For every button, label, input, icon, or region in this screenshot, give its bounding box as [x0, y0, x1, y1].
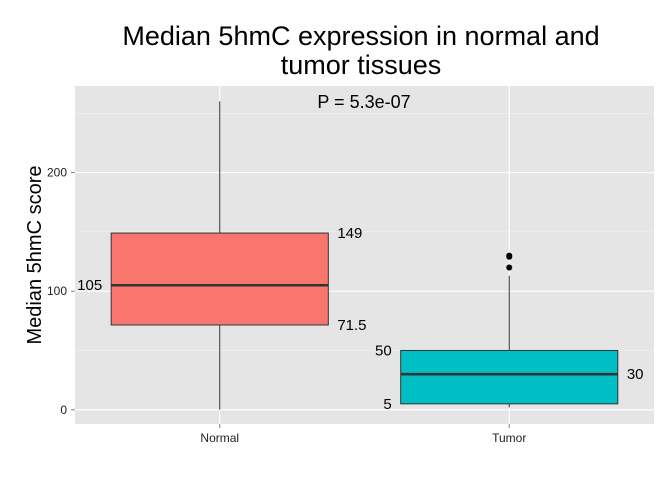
value-label: 105: [77, 277, 102, 294]
box-normal: [110, 101, 329, 410]
y-tick-label: 100: [47, 284, 67, 298]
box-series: [110, 101, 619, 410]
x-tick-label: Normal: [200, 431, 239, 445]
box-iqr: [400, 349, 619, 405]
y-axis-label: Median 5hmC score: [24, 166, 46, 345]
outlier-point: [506, 264, 513, 271]
value-label: 71.5: [337, 317, 366, 334]
y-tick-label: 200: [47, 166, 67, 180]
box-iqr: [110, 232, 329, 326]
value-label: 5: [383, 396, 391, 413]
value-label: 30: [627, 366, 644, 383]
p-value-annotation: P = 5.3e-07: [317, 92, 410, 112]
value-labels: 149 105 71.5 50 30 5: [77, 225, 643, 413]
outlier-point: [506, 252, 513, 259]
value-label: 50: [375, 342, 392, 359]
chart-title-line-1: Median 5hmC expression in normal and: [122, 21, 599, 51]
x-axis-ticks: Normal Tumor: [200, 424, 526, 445]
x-tick-label: Tumor: [492, 431, 526, 445]
y-tick-label: 0: [60, 403, 67, 417]
y-axis-ticks: 0 100 200: [47, 166, 75, 417]
box-tumor: [400, 252, 619, 408]
value-label: 149: [337, 225, 362, 242]
chart-title-line-2: tumor tissues: [281, 50, 442, 80]
